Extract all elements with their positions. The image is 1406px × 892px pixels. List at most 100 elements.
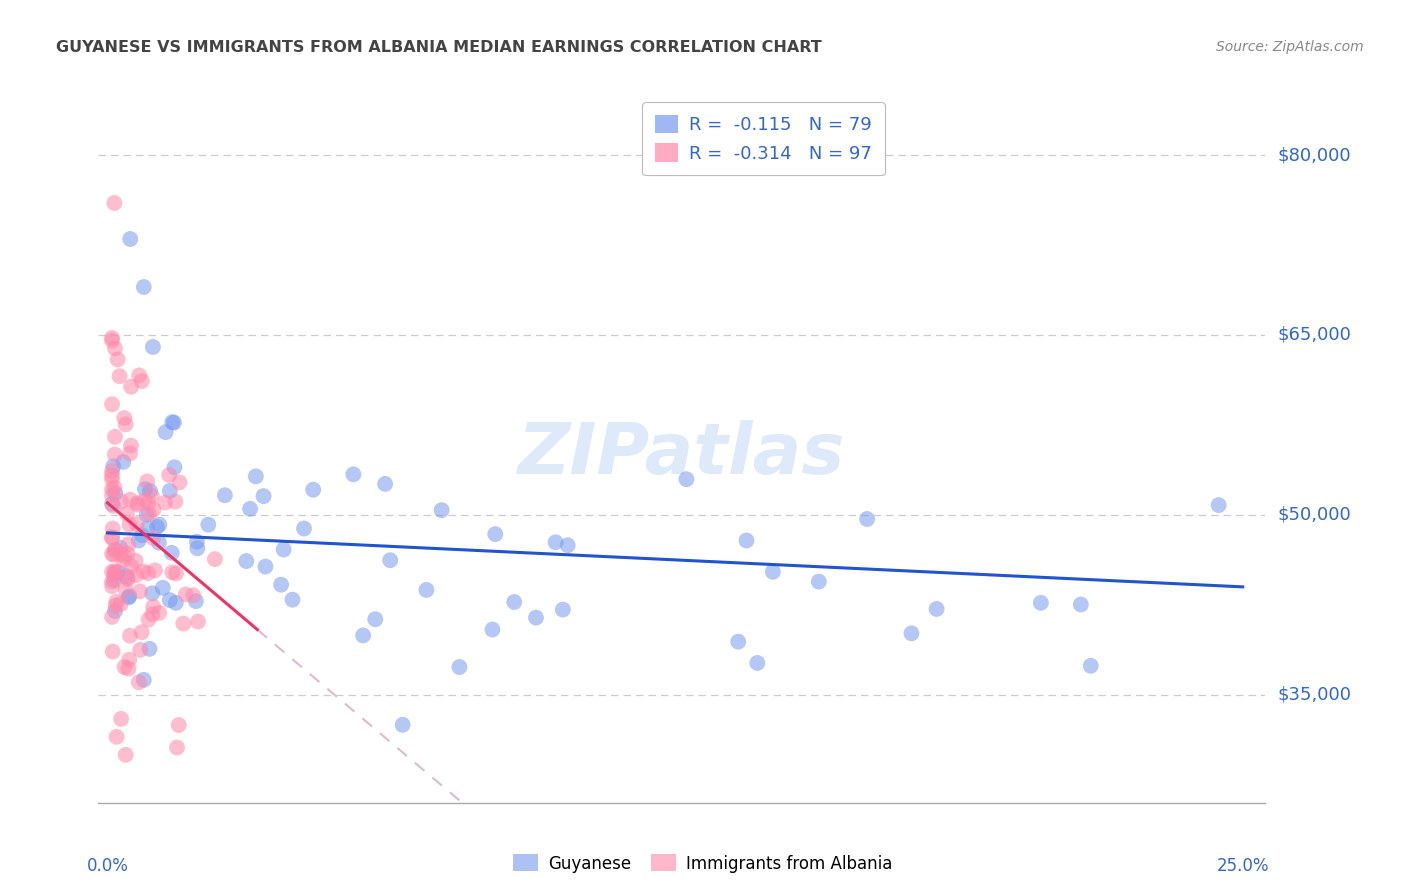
Point [1070,598,1092,612]
Point [430,503,453,517]
Point [120,380,142,394]
Point [103,567,125,582]
Point [120,559,142,574]
Point [112,411,135,425]
Point [103,196,125,211]
Point [157,468,180,483]
Point [186,541,208,556]
Point [273,542,295,557]
Point [101,482,124,496]
Point [127,498,149,512]
Point [101,610,124,624]
Point [142,599,165,614]
Point [174,587,197,601]
Point [148,535,170,549]
Point [104,566,127,580]
Point [166,740,188,755]
Text: $35,000: $35,000 [1277,686,1351,704]
Point [134,482,156,496]
Point [352,628,374,642]
Point [484,527,506,541]
Point [114,660,136,674]
Point [105,594,128,608]
Point [139,483,162,498]
Point [101,574,124,589]
Point [142,531,165,545]
Point [900,626,922,640]
Point [104,448,127,462]
Point [132,673,155,687]
Point [1080,658,1102,673]
Point [110,712,132,726]
Point [118,517,141,532]
Point [132,280,155,294]
Point [101,473,124,487]
Point [104,542,127,557]
Point [252,489,274,503]
Point [142,340,165,354]
Point [142,502,165,516]
Point [143,563,166,577]
Point [101,530,124,544]
Point [204,552,226,566]
Point [114,582,136,597]
Point [112,553,135,567]
Point [108,369,131,384]
Text: 25.0%: 25.0% [1216,857,1270,875]
Text: $80,000: $80,000 [1277,146,1351,164]
Point [118,629,141,643]
Point [1208,498,1230,512]
Point [160,546,183,560]
Point [114,417,136,432]
Point [101,464,124,478]
Point [101,644,124,658]
Point [153,495,176,509]
Point [129,643,152,657]
Point [104,430,127,444]
Point [503,595,526,609]
Point [364,612,387,626]
Point [235,554,257,568]
Point [131,625,153,640]
Point [129,584,152,599]
Legend: Guyanese, Immigrants from Albania: Guyanese, Immigrants from Albania [506,847,900,880]
Point [186,534,208,549]
Point [101,531,124,545]
Text: 0.0%: 0.0% [87,857,128,875]
Point [148,517,170,532]
Text: GUYANESE VS IMMIGRANTS FROM ALBANIA MEDIAN EARNINGS CORRELATION CHART: GUYANESE VS IMMIGRANTS FROM ALBANIA MEDI… [56,40,823,55]
Point [138,612,160,626]
Point [727,634,749,648]
Point [270,577,292,591]
Point [146,520,169,534]
Point [110,597,132,611]
Point [117,537,139,551]
Point [104,543,127,558]
Point [125,568,148,582]
Point [163,460,186,475]
Point [1029,596,1052,610]
Point [110,547,132,561]
Point [120,492,142,507]
Point [184,594,207,608]
Point [214,488,236,502]
Point [101,397,124,411]
Point [134,493,156,508]
Point [165,596,187,610]
Point [118,446,141,460]
Point [117,591,139,605]
Point [141,586,163,600]
Point [117,662,139,676]
Point [103,459,125,474]
Point [807,574,830,589]
Point [856,512,879,526]
Point [131,528,153,542]
Point [181,588,204,602]
Point [162,566,184,580]
Point [115,569,138,583]
Point [101,331,124,345]
Point [374,476,396,491]
Point [117,571,139,585]
Point [120,439,142,453]
Point [449,660,471,674]
